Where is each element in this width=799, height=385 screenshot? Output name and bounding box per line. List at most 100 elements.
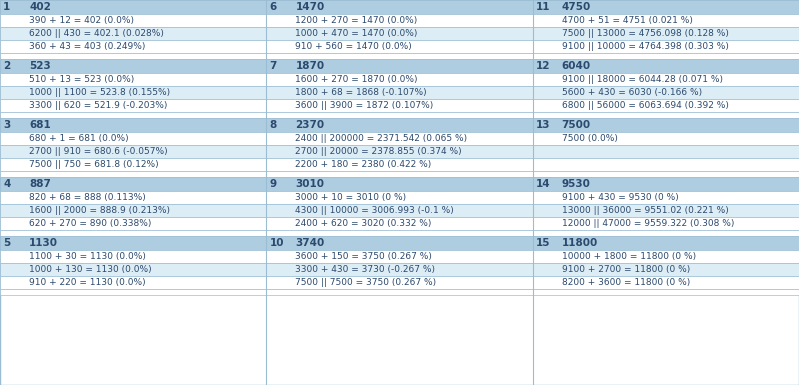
Text: 3600 + 150 = 3750 (0.267 %): 3600 + 150 = 3750 (0.267 %) — [296, 252, 432, 261]
Bar — [533, 27, 799, 40]
Text: 1600 || 2000 = 888.9 (0.213%): 1600 || 2000 = 888.9 (0.213%) — [29, 206, 170, 215]
Text: 7500 || 7500 = 3750 (0.267 %): 7500 || 7500 = 3750 (0.267 %) — [296, 278, 436, 287]
Bar — [266, 86, 533, 99]
Bar — [0, 14, 266, 27]
Text: 3010: 3010 — [296, 179, 324, 189]
Text: 3000 + 10 = 3010 (0 %): 3000 + 10 = 3010 (0 %) — [296, 193, 407, 202]
Bar — [0, 132, 266, 145]
Bar — [0, 177, 266, 191]
Text: 1000 + 470 = 1470 (0.0%): 1000 + 470 = 1470 (0.0%) — [296, 29, 418, 38]
Bar — [266, 177, 533, 191]
Bar — [0, 73, 266, 86]
Bar — [533, 118, 799, 132]
Text: 4300 || 10000 = 3006.993 (-0.1 %): 4300 || 10000 = 3006.993 (-0.1 %) — [296, 206, 454, 215]
Bar — [266, 236, 533, 250]
Text: 11: 11 — [535, 2, 551, 12]
Text: 510 + 13 = 523 (0.0%): 510 + 13 = 523 (0.0%) — [29, 75, 134, 84]
Text: 7500 || 13000 = 4756.098 (0.128 %): 7500 || 13000 = 4756.098 (0.128 %) — [562, 29, 729, 38]
Bar — [0, 289, 266, 295]
Bar — [0, 59, 266, 73]
Text: 523: 523 — [29, 61, 51, 71]
Bar — [533, 59, 799, 73]
Text: 9530: 9530 — [562, 179, 590, 189]
Bar — [266, 0, 533, 14]
Bar — [266, 230, 533, 236]
Text: 12: 12 — [535, 61, 551, 71]
Text: 1: 1 — [3, 2, 10, 12]
Bar — [266, 99, 533, 112]
Text: 680 + 1 = 681 (0.0%): 680 + 1 = 681 (0.0%) — [29, 134, 129, 143]
Bar — [0, 263, 266, 276]
Bar — [0, 276, 266, 289]
Bar — [266, 276, 533, 289]
Bar — [266, 145, 533, 158]
Text: 2200 + 180 = 2380 (0.422 %): 2200 + 180 = 2380 (0.422 %) — [296, 160, 431, 169]
Bar — [0, 236, 266, 250]
Text: 887: 887 — [29, 179, 51, 189]
Bar — [0, 191, 266, 204]
Text: 3300 || 620 = 521.9 (-0.203%): 3300 || 620 = 521.9 (-0.203%) — [29, 101, 167, 110]
Bar — [533, 14, 799, 27]
Bar — [533, 263, 799, 276]
Bar — [0, 86, 266, 99]
Bar — [266, 14, 533, 27]
Bar — [266, 191, 533, 204]
Bar — [0, 204, 266, 217]
Text: 9100 + 2700 = 11800 (0 %): 9100 + 2700 = 11800 (0 %) — [562, 265, 690, 274]
Text: 360 + 43 = 403 (0.249%): 360 + 43 = 403 (0.249%) — [29, 42, 145, 51]
Bar — [0, 27, 266, 40]
Text: 1200 + 270 = 1470 (0.0%): 1200 + 270 = 1470 (0.0%) — [296, 16, 418, 25]
Bar — [266, 263, 533, 276]
Bar — [533, 112, 799, 118]
Text: 390 + 12 = 402 (0.0%): 390 + 12 = 402 (0.0%) — [29, 16, 134, 25]
Bar — [266, 73, 533, 86]
Bar — [266, 158, 533, 171]
Text: 9: 9 — [269, 179, 276, 189]
Bar — [0, 230, 266, 236]
Text: 2700 || 20000 = 2378.855 (0.374 %): 2700 || 20000 = 2378.855 (0.374 %) — [296, 147, 462, 156]
Bar — [0, 112, 266, 118]
Text: 7: 7 — [269, 61, 276, 71]
Text: 12000 || 47000 = 9559.322 (0.308 %): 12000 || 47000 = 9559.322 (0.308 %) — [562, 219, 734, 228]
Bar — [533, 217, 799, 230]
Text: 8200 + 3600 = 11800 (0 %): 8200 + 3600 = 11800 (0 %) — [562, 278, 690, 287]
Bar — [266, 289, 533, 295]
Text: 3300 + 430 = 3730 (-0.267 %): 3300 + 430 = 3730 (-0.267 %) — [296, 265, 435, 274]
Bar — [266, 112, 533, 118]
Bar — [266, 53, 533, 59]
Bar — [0, 53, 266, 59]
Bar — [533, 0, 799, 14]
Bar — [533, 177, 799, 191]
Text: 1470: 1470 — [296, 2, 324, 12]
Bar — [0, 99, 266, 112]
Text: 1800 + 68 = 1868 (-0.107%): 1800 + 68 = 1868 (-0.107%) — [296, 88, 427, 97]
Bar — [533, 158, 799, 171]
Text: 15: 15 — [535, 238, 551, 248]
Bar — [266, 217, 533, 230]
Bar — [0, 158, 266, 171]
Text: 8: 8 — [269, 120, 276, 130]
Text: 4700 + 51 = 4751 (0.021 %): 4700 + 51 = 4751 (0.021 %) — [562, 16, 693, 25]
Bar — [0, 118, 266, 132]
Text: 3740: 3740 — [296, 238, 324, 248]
Text: 7500 || 750 = 681.8 (0.12%): 7500 || 750 = 681.8 (0.12%) — [29, 160, 159, 169]
Bar — [266, 171, 533, 177]
Text: 11800: 11800 — [562, 238, 598, 248]
Bar — [0, 171, 266, 177]
Bar — [266, 59, 533, 73]
Text: 620 + 270 = 890 (0.338%): 620 + 270 = 890 (0.338%) — [29, 219, 151, 228]
Text: 5: 5 — [3, 238, 10, 248]
Bar — [266, 118, 533, 132]
Bar — [266, 40, 533, 53]
Bar — [266, 250, 533, 263]
Text: 910 + 220 = 1130 (0.0%): 910 + 220 = 1130 (0.0%) — [29, 278, 145, 287]
Text: 4: 4 — [3, 179, 10, 189]
Bar — [533, 191, 799, 204]
Text: 4750: 4750 — [562, 2, 591, 12]
Text: 9100 || 10000 = 4764.398 (0.303 %): 9100 || 10000 = 4764.398 (0.303 %) — [562, 42, 729, 51]
Text: 910 + 560 = 1470 (0.0%): 910 + 560 = 1470 (0.0%) — [296, 42, 412, 51]
Text: 2700 || 910 = 680.6 (-0.057%): 2700 || 910 = 680.6 (-0.057%) — [29, 147, 168, 156]
Bar — [0, 0, 266, 14]
Text: 1000 || 1100 = 523.8 (0.155%): 1000 || 1100 = 523.8 (0.155%) — [29, 88, 170, 97]
Text: 1130: 1130 — [29, 238, 58, 248]
